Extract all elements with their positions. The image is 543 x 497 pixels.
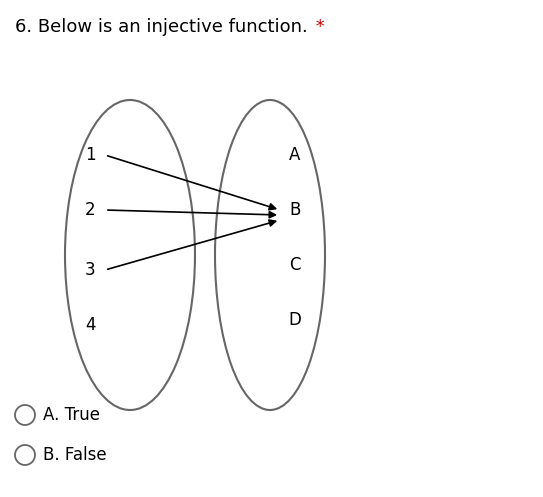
Text: D: D [288,311,301,329]
Text: B. False: B. False [43,446,106,464]
Text: *: * [310,18,325,36]
Text: 1: 1 [85,146,96,164]
Text: 6. Below is an injective function.: 6. Below is an injective function. [15,18,308,36]
Text: 3: 3 [85,261,96,279]
Text: A. True: A. True [43,406,100,424]
Text: 2: 2 [85,201,96,219]
Text: A: A [289,146,301,164]
Text: C: C [289,256,301,274]
Text: 4: 4 [85,316,95,334]
Text: B: B [289,201,301,219]
